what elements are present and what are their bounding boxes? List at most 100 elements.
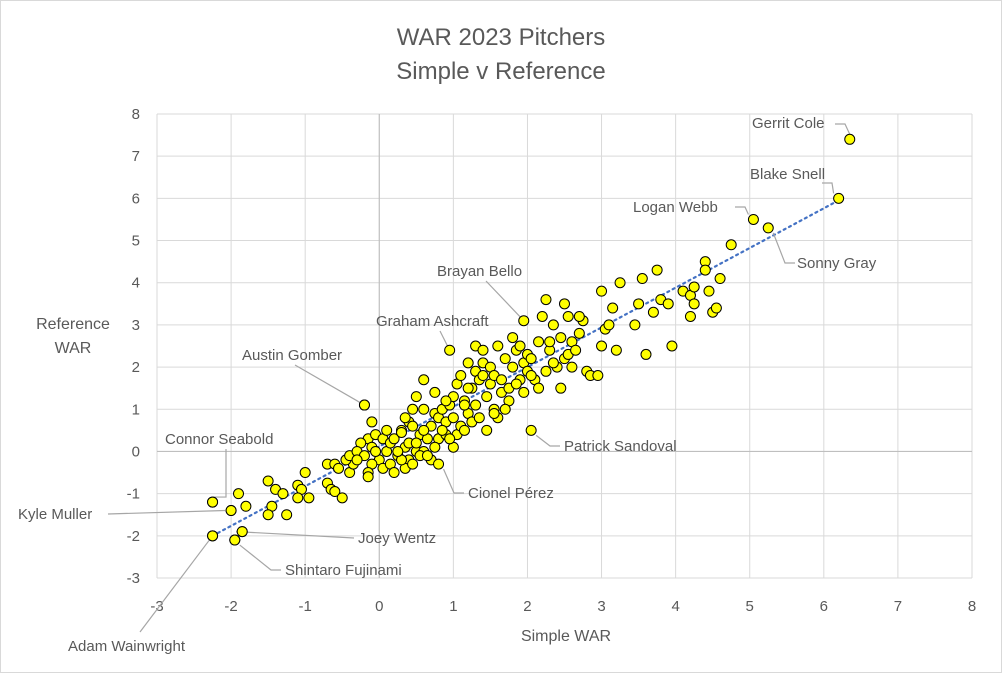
labeled-data-point: [229, 534, 241, 546]
data-point: [540, 365, 552, 377]
x-tick-label: 7: [894, 598, 902, 615]
labeled-data-point: [225, 505, 237, 517]
labeled-data-point: [762, 222, 774, 234]
data-point: [573, 310, 585, 322]
data-point: [573, 327, 585, 339]
data-point: [540, 294, 552, 306]
y-tick-label: 3: [132, 317, 140, 334]
data-point: [233, 488, 244, 500]
data-point: [544, 336, 556, 348]
labeled-data-point: [433, 458, 445, 470]
y-tick-label: -1: [127, 486, 140, 503]
data-point: [507, 332, 519, 344]
data-point: [477, 344, 489, 356]
annotation-label: Adam Wainwright: [68, 638, 186, 655]
data-point: [392, 445, 404, 457]
annotation-label: Connor Seabold: [165, 431, 273, 448]
data-point: [725, 239, 737, 251]
y-axis-title-line-2: WAR: [55, 340, 92, 357]
labeled-data-point: [358, 399, 370, 411]
data-point: [462, 382, 474, 394]
data-point: [407, 403, 419, 415]
data-point: [662, 298, 674, 310]
data-point: [292, 492, 304, 504]
y-tick-label: 4: [132, 275, 140, 292]
x-tick-label: -2: [224, 598, 237, 615]
data-point: [440, 395, 452, 407]
data-point: [640, 348, 652, 360]
labeled-data-point: [236, 526, 248, 538]
x-axis-title: Simple WAR: [521, 628, 611, 645]
data-point: [333, 462, 345, 474]
data-point: [596, 285, 608, 297]
data-point: [407, 458, 419, 470]
data-point: [647, 306, 659, 318]
data-point: [473, 412, 485, 424]
zero-axes: [157, 114, 972, 578]
data-point: [596, 340, 608, 352]
annotation-label: Patrick Sandoval: [564, 438, 677, 455]
data-point: [703, 285, 715, 297]
x-tick-label: 4: [671, 598, 679, 615]
data-point: [458, 399, 470, 411]
y-tick-label: 5: [132, 233, 140, 250]
tick-labels: -3 -2 -1 0 1 2 3 4 5 6 7 8 -3 -2 -1 0 1 2 3 4 5 6 7 8: [127, 106, 977, 615]
annotation-label: Gerrit Cole: [752, 115, 825, 132]
y-tick-label: 7: [132, 148, 140, 165]
annotation-leader: [535, 434, 560, 447]
annotation-leader: [735, 206, 749, 215]
data-point: [547, 357, 559, 369]
data-point: [714, 273, 726, 285]
labeled-data-point: [833, 192, 845, 204]
labeled-data-point: [844, 133, 856, 145]
data-point: [366, 416, 378, 428]
chart-title: WAR 2023 Pitchers: [397, 24, 606, 51]
annotation-leader: [835, 123, 851, 135]
annotation-label: Sonny Gray: [797, 255, 877, 272]
data-point: [444, 433, 456, 445]
annotation-leader: [294, 364, 365, 406]
y-axis-title-line-1: Reference: [36, 316, 110, 333]
gridlines: [156, 113, 973, 579]
annotation-label: Kyle Muller: [18, 506, 92, 523]
annotation-leader: [239, 544, 281, 571]
data-point: [699, 264, 711, 276]
data-point: [525, 370, 537, 382]
annotation-label: Brayan Bello: [437, 263, 522, 280]
data-point: [299, 467, 311, 479]
data-point: [436, 424, 448, 436]
labeled-data-point: [747, 213, 759, 225]
y-tick-label: -2: [127, 528, 140, 545]
data-point: [492, 340, 504, 352]
data-point: [351, 454, 363, 466]
x-tick-label: 6: [820, 598, 828, 615]
data-point: [303, 492, 315, 504]
annotation-label: Graham Ashcraft: [376, 313, 489, 330]
data-point: [499, 403, 511, 415]
labeled-data-point: [518, 315, 530, 327]
x-tick-label: 1: [449, 598, 457, 615]
data-point: [388, 467, 400, 479]
data-point: [462, 357, 474, 369]
x-tick-label: 5: [746, 598, 754, 615]
trendline-layer: [211, 197, 844, 537]
data-point: [410, 437, 422, 449]
annotation-leader: [772, 232, 795, 264]
data-point: [688, 298, 700, 310]
x-tick-label: -1: [299, 598, 312, 615]
annotation-leader: [442, 468, 464, 494]
data-point: [429, 386, 441, 398]
annotation-leader: [107, 509, 226, 515]
data-point: [410, 391, 422, 403]
data-point: [592, 370, 604, 382]
data-point: [570, 344, 582, 356]
annotation-label: Austin Gomber: [242, 347, 342, 364]
data-point: [566, 361, 578, 373]
data-point: [562, 310, 574, 322]
data-point: [370, 445, 382, 457]
labeled-data-point: [207, 530, 219, 542]
y-tick-label: -3: [127, 570, 140, 587]
labeled-data-point: [444, 344, 456, 356]
annotation-label: Blake Snell: [750, 166, 825, 183]
